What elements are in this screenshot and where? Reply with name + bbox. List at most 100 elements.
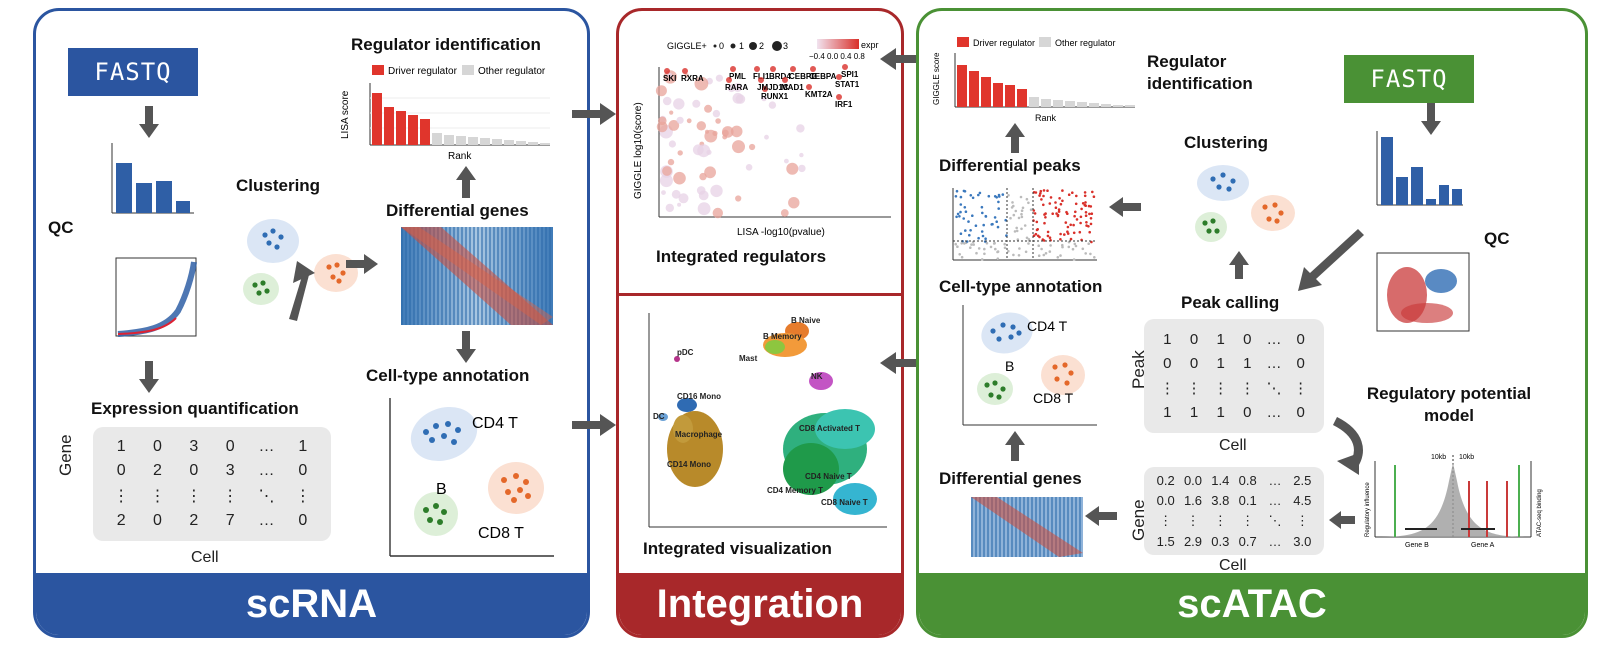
expression-matrix-cell: 0 [298,512,308,529]
rp-matrix-cell: 2.5 [1293,473,1312,489]
scrna-regulator-identification-label: Regulator identification [351,35,541,54]
regulator-point [694,76,709,91]
volcano-point [977,193,980,197]
volcano-point [1093,256,1096,259]
other-regulator-bar [540,143,550,145]
umap-cluster-label: CD16 Mono [677,392,721,401]
volcano-point [1044,252,1048,255]
volcano-point [1048,202,1052,205]
regulatory-potential-model-text: Regulatory potential model [1366,384,1532,425]
volcano-point [1089,217,1093,220]
scrna-matrix-cell-label: Cell [191,549,219,566]
expression-matrix-cell: ⋮ [185,488,202,505]
tf-point [836,74,842,80]
volcano-point [1049,196,1053,199]
volcano-point [997,207,1000,210]
volcano-point [971,196,975,200]
volcano-point [1081,202,1085,205]
volcano-point [1040,247,1043,251]
rp-matrix-cell: 1.6 [1183,493,1203,509]
peak-matrix-cell: ⋮ [1293,380,1309,398]
volcano-point [1034,232,1038,236]
volcano-point [1069,223,1072,227]
volcano-point [1048,236,1052,239]
svg-text:CD8 T: CD8 T [478,525,524,542]
volcano-point [1074,202,1078,206]
regulator-point [796,124,805,133]
rp-matrix-cell: 4.5 [1293,493,1312,509]
umap-cluster-label: pDC [677,348,694,357]
expression-matrix-cell: 3 [225,462,235,479]
regulator-point [665,203,674,213]
regulator-point [678,193,689,204]
volcano-point [1063,233,1066,236]
volcano-point [1089,252,1092,256]
regulator-point [788,197,800,209]
tf-point [726,77,732,83]
volcano-point [1025,197,1029,201]
volcano-point [1011,201,1014,204]
volcano-point [960,242,963,245]
regulator-point [697,202,711,216]
rp-matrix-cell: ⋱ [1268,512,1282,528]
volcano-point [1020,215,1024,219]
volcano-point [1009,216,1012,220]
regulator-point [698,190,709,201]
expression-matrix-cell: 0 [153,438,162,455]
volcano-point [1067,245,1071,249]
regulator-point [730,125,743,138]
volcano-point [1057,210,1061,213]
other-regulator-bar [468,137,478,145]
regulator-point [673,98,685,110]
peak-calling-label: Peak calling [1181,293,1280,312]
scatac-differential-peaks-volcano [952,188,1097,261]
scatac-qc-scatter [1376,252,1470,332]
expression-matrix-cell: 0 [189,462,199,479]
tf-label: BRD4 [769,72,791,81]
svg-text:Rank: Rank [448,151,472,162]
volcano-point [1027,238,1031,241]
driver-regulator-bar [384,107,394,145]
arrow-down-icon [456,331,476,363]
volcano-point [1041,238,1045,241]
svg-text:GIGGLE log10(score): GIGGLE log10(score) [633,102,644,199]
tf-label: KMT2A [805,90,833,99]
umap-cluster-label: Macrophage [675,430,723,439]
volcano-point [981,234,985,238]
svg-text:Regulatory influence: Regulatory influence [1365,482,1371,537]
scatac-differential-genes-label: Differential genes [939,469,1082,488]
regulator-point [745,164,753,171]
volcano-point [1038,194,1041,197]
rp-matrix-cell: 2.9 [1183,533,1203,549]
volcano-point [1083,191,1087,194]
arrow-down-icon [139,361,159,393]
regulator-point [697,144,711,158]
arrow-up-icon [1005,431,1025,461]
volcano-point [1015,226,1018,230]
volcano-point [970,243,973,246]
volcano-point [1057,208,1061,211]
peak-matrix-cell: 1 [1216,354,1225,372]
regulator-point [784,158,789,164]
volcano-point [983,247,986,251]
other-regulator-bar [444,135,454,145]
driver-regulator-bar [1017,89,1027,107]
volcano-point [978,191,982,195]
other-regulator-bar [480,138,490,145]
volcano-point [996,250,1000,253]
umap-cluster-label: CD4 Memory T [767,486,823,495]
volcano-point [1064,221,1068,224]
expression-matrix-cell: 7 [225,512,235,529]
volcano-point [1048,250,1052,253]
svg-text:LISA -log10(pvalue): LISA -log10(pvalue) [737,227,825,238]
regulator-point [732,92,744,104]
volcano-point [1023,224,1027,227]
volcano-point [1066,230,1069,233]
expression-matrix-cell: 3 [189,438,199,455]
scatac-cell-type-annotation-plot: CD4 T B CD8 T [962,305,1097,426]
volcano-point [981,211,984,215]
volcano-point [984,237,987,240]
other-regulator-bar [432,133,442,145]
scatac-fastq-badge: FASTQ [1344,55,1488,103]
volcano-point [987,194,991,198]
